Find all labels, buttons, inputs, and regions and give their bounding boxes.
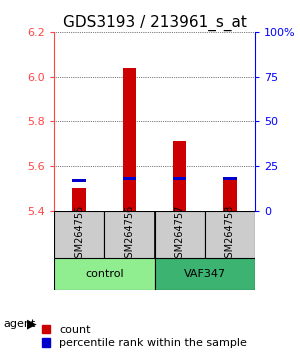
Bar <box>173 142 186 211</box>
Bar <box>72 188 86 211</box>
Text: GSM264757: GSM264757 <box>175 205 184 264</box>
Bar <box>223 179 237 211</box>
Text: GSM264758: GSM264758 <box>225 205 235 264</box>
FancyBboxPatch shape <box>54 211 104 258</box>
Bar <box>173 177 186 180</box>
Bar <box>72 179 86 182</box>
Legend: count, percentile rank within the sample: count, percentile rank within the sample <box>42 325 247 348</box>
Text: ▶: ▶ <box>27 318 37 330</box>
Text: control: control <box>85 269 124 279</box>
Bar <box>223 177 237 180</box>
FancyBboxPatch shape <box>54 258 154 290</box>
FancyBboxPatch shape <box>154 258 255 290</box>
Text: GSM264755: GSM264755 <box>74 205 84 264</box>
Bar <box>123 177 136 180</box>
FancyBboxPatch shape <box>205 211 255 258</box>
Title: GDS3193 / 213961_s_at: GDS3193 / 213961_s_at <box>63 14 246 30</box>
Text: VAF347: VAF347 <box>184 269 226 279</box>
Text: agent: agent <box>3 319 35 329</box>
Text: GSM264756: GSM264756 <box>124 205 134 264</box>
FancyBboxPatch shape <box>154 211 205 258</box>
Bar <box>123 68 136 211</box>
FancyBboxPatch shape <box>104 211 154 258</box>
